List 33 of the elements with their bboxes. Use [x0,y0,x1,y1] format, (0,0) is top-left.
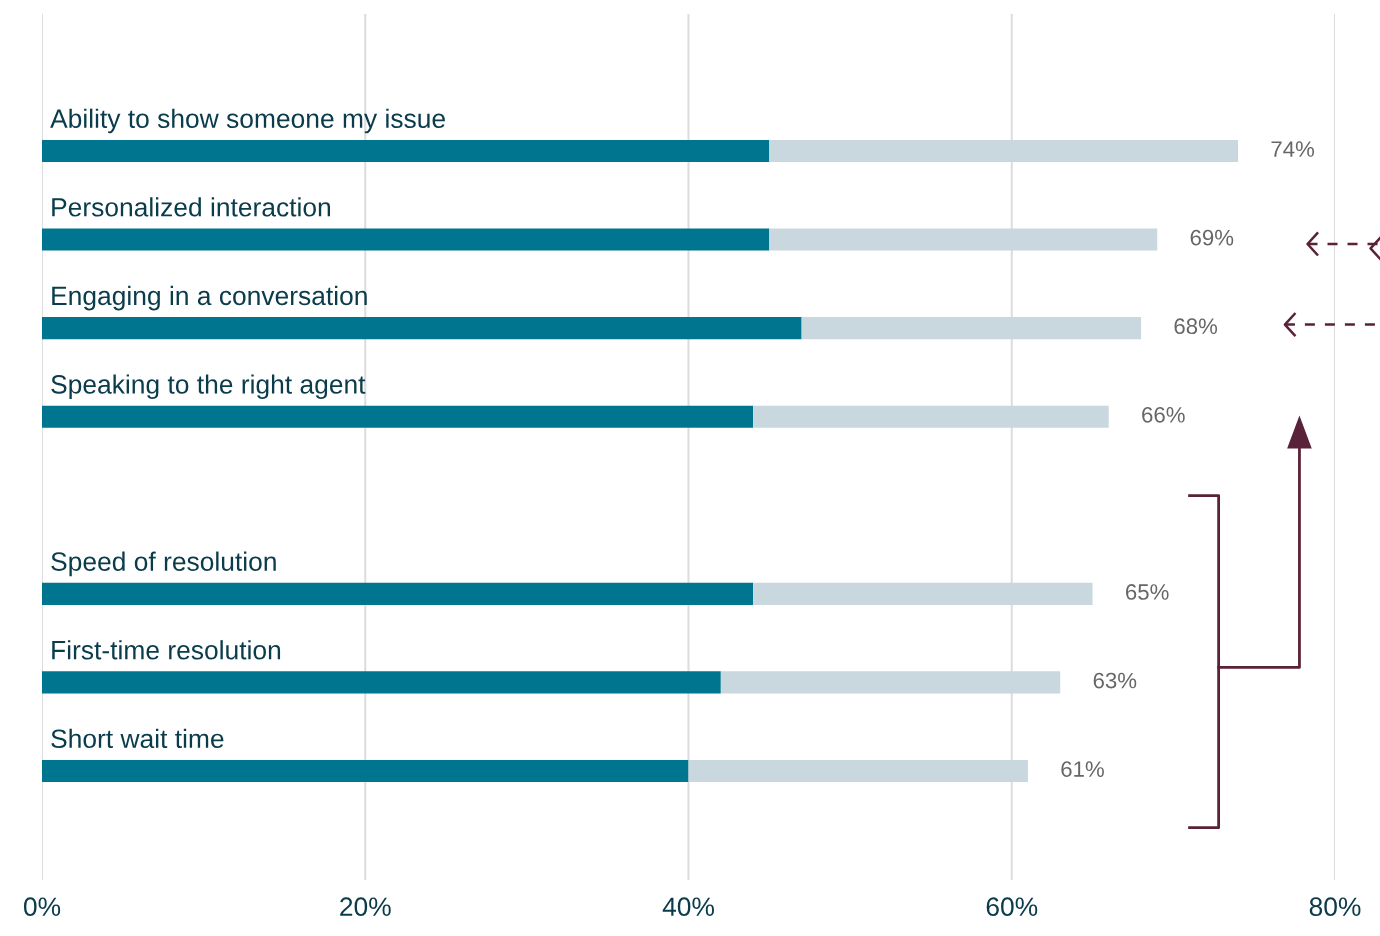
bar [688,759,1028,783]
y-tick-label: Speed of resolution [51,551,276,577]
bar [42,228,770,251]
bar [753,405,1109,428]
x-tick-label: 0% [23,897,61,917]
y-tick-label: First-time resolution [52,640,281,660]
x-tick-label: 80% [1309,897,1361,917]
bar [42,317,802,340]
x-tick-label: 40% [662,897,714,917]
y-tick-label: Personalized interaction [52,197,331,217]
x-tick-label: 60% [986,897,1038,917]
bar [42,671,721,694]
total-label: 69% [1190,229,1234,246]
total-label: 68% [1174,318,1218,335]
total-label: 63% [1093,672,1137,689]
bar [42,405,754,428]
y-tick-label: Short wait time [51,728,224,749]
bar [769,228,1158,251]
bar [753,582,1093,605]
total-label: 66% [1142,406,1185,423]
bar [42,759,689,783]
bar [769,139,1239,163]
bar [720,671,1061,694]
total-label: 65% [1126,584,1169,600]
y-tick-label: Speaking to the right agent [51,374,366,399]
bar [801,317,1142,340]
y-tick-label: Engaging in a conversation [52,285,367,311]
bar [42,139,770,163]
total-label: 74% [1271,141,1315,157]
bar [42,582,754,605]
total-label: 61% [1061,761,1104,777]
y-tick-label: Ability to show someone my issue [50,108,445,134]
x-tick-label: 20% [340,897,391,917]
